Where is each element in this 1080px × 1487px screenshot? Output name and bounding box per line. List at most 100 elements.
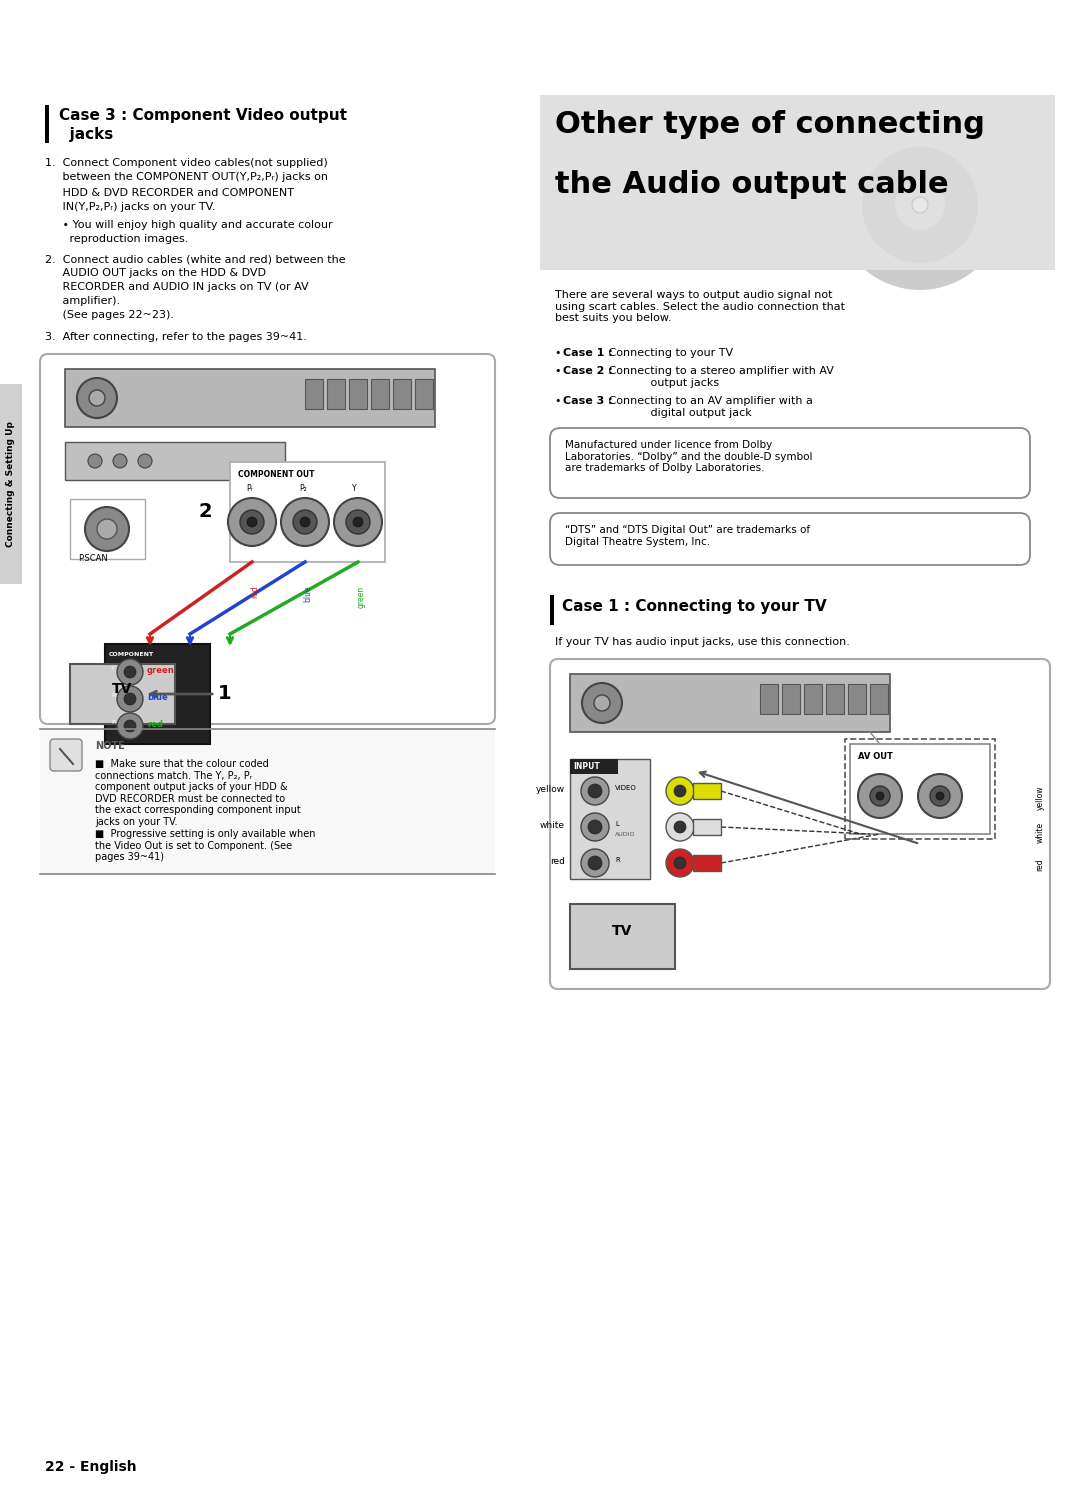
Bar [40, 729, 495, 874]
Text: ■  Make sure that the colour coded
connections match. The Y, P₂, Pᵣ
component ou: ■ Make sure that the colour coded connec… [95, 758, 300, 827]
Bar [65, 442, 285, 480]
Text: NOTE: NOTE [95, 741, 125, 751]
Text: 22 - English: 22 - English [45, 1460, 137, 1474]
Text: red: red [251, 586, 259, 598]
Bar [693, 784, 721, 799]
Bar [540, 95, 1055, 271]
Text: Case 2 :: Case 2 : [563, 366, 612, 376]
Text: 2: 2 [198, 503, 212, 520]
Text: green: green [356, 586, 365, 608]
Bar [230, 462, 384, 562]
Circle shape [240, 510, 264, 534]
Bar [693, 819, 721, 836]
Circle shape [89, 390, 105, 406]
Text: L: L [615, 821, 619, 827]
Text: AUDIO: AUDIO [615, 833, 635, 837]
Circle shape [588, 857, 602, 870]
Text: AV OUT: AV OUT [858, 752, 893, 761]
Bar [70, 500, 145, 559]
Text: Case 3 : Component Video output: Case 3 : Component Video output [59, 109, 347, 123]
Bar [415, 379, 433, 409]
Text: 2.  Connect audio cables (white and red) between the: 2. Connect audio cables (white and red) … [45, 254, 346, 265]
Text: amplifier).: amplifier). [45, 296, 120, 306]
Text: Manufactured under licence from Dolby
Laboratories. “Dolby” and the double-D sym: Manufactured under licence from Dolby La… [565, 440, 812, 473]
Text: AUDIO OUT jacks on the HDD & DVD: AUDIO OUT jacks on the HDD & DVD [45, 268, 266, 278]
Text: green: green [147, 666, 175, 675]
Circle shape [124, 693, 136, 705]
Text: Connecting & Setting Up: Connecting & Setting Up [6, 421, 15, 547]
Bar [570, 674, 890, 732]
Text: 1.  Connect Component video cables(not supplied): 1. Connect Component video cables(not su… [45, 158, 327, 168]
Bar [45, 106, 49, 143]
Text: COMPONENT OUT: COMPONENT OUT [238, 470, 314, 479]
Bar [804, 684, 822, 714]
Circle shape [895, 180, 945, 230]
Circle shape [858, 775, 902, 818]
Text: Case 3 :: Case 3 : [563, 396, 612, 406]
Text: jacks: jacks [59, 126, 113, 141]
Circle shape [97, 519, 117, 538]
Circle shape [674, 821, 686, 833]
Text: yellow: yellow [1036, 787, 1044, 810]
Text: yellow: yellow [536, 785, 565, 794]
Text: between the COMPONENT OUT(Y,P₂,Pᵣ) jacks on: between the COMPONENT OUT(Y,P₂,Pᵣ) jacks… [45, 172, 328, 181]
Text: the Audio output cable: the Audio output cable [555, 170, 948, 199]
Text: Case 1 : Connecting to your TV: Case 1 : Connecting to your TV [562, 599, 826, 614]
Circle shape [581, 849, 609, 877]
Text: COMPONENT: COMPONENT [109, 651, 154, 657]
Text: red: red [550, 857, 565, 865]
Circle shape [85, 507, 129, 552]
Bar [870, 684, 888, 714]
FancyBboxPatch shape [550, 428, 1030, 498]
Text: white: white [540, 821, 565, 830]
Circle shape [334, 498, 382, 546]
Bar [848, 684, 866, 714]
Circle shape [674, 785, 686, 797]
Circle shape [835, 120, 1005, 290]
Circle shape [674, 857, 686, 868]
Text: INPUT: INPUT [573, 761, 599, 770]
Circle shape [247, 517, 257, 526]
Text: Connecting to an AV amplifier with a
             digital output jack: Connecting to an AV amplifier with a dig… [605, 396, 813, 418]
Text: blue: blue [147, 693, 167, 702]
Bar [850, 744, 990, 834]
Text: Y: Y [111, 666, 114, 671]
Circle shape [588, 819, 602, 834]
Bar [760, 684, 778, 714]
Text: VIDEO: VIDEO [615, 785, 637, 791]
Circle shape [666, 849, 694, 877]
Circle shape [138, 454, 152, 468]
Text: P₂: P₂ [111, 693, 117, 697]
Text: •: • [555, 396, 565, 406]
Circle shape [588, 784, 602, 799]
Circle shape [124, 720, 136, 732]
Bar [349, 379, 367, 409]
Text: IN(Y,P₂,Pᵣ) jacks on your TV.: IN(Y,P₂,Pᵣ) jacks on your TV. [45, 202, 216, 213]
Text: Other type of connecting: Other type of connecting [555, 110, 985, 138]
FancyBboxPatch shape [50, 739, 82, 770]
Bar [327, 379, 345, 409]
Circle shape [353, 517, 363, 526]
Text: Pᵣ: Pᵣ [246, 483, 253, 494]
Text: ■  Progressive setting is only available when
the Video Out is set to Component.: ■ Progressive setting is only available … [95, 828, 315, 862]
Bar [393, 379, 411, 409]
Text: R: R [615, 857, 620, 862]
Text: There are several ways to output audio signal not
using scart cables. Select the: There are several ways to output audio s… [555, 290, 845, 323]
Circle shape [862, 147, 978, 263]
FancyBboxPatch shape [550, 659, 1050, 989]
Circle shape [281, 498, 329, 546]
Bar [826, 684, 843, 714]
FancyBboxPatch shape [40, 354, 495, 724]
Text: Case 1 :: Case 1 : [563, 348, 612, 358]
Circle shape [912, 196, 928, 213]
Bar [105, 644, 210, 744]
Circle shape [300, 517, 310, 526]
Text: red: red [1036, 858, 1044, 870]
Circle shape [87, 454, 102, 468]
Bar [693, 855, 721, 871]
Text: white: white [1036, 822, 1044, 843]
Circle shape [346, 510, 370, 534]
Text: (See pages 22~23).: (See pages 22~23). [45, 309, 174, 320]
Text: TV: TV [112, 683, 132, 696]
Bar [70, 665, 175, 724]
